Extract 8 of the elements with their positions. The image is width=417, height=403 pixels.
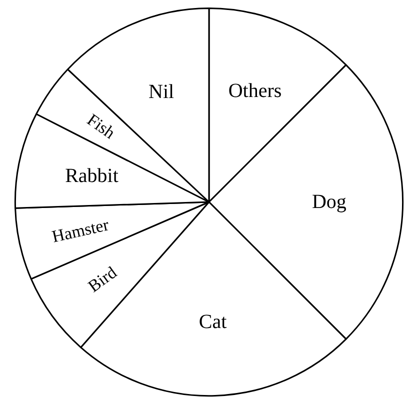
slice-label: Others <box>228 80 282 102</box>
slice-label: Nil <box>148 80 174 103</box>
slice-label: Cat <box>198 310 228 333</box>
slice-label: Dog <box>312 191 346 213</box>
slice-label: Fish <box>84 110 120 143</box>
slice-label: Bird <box>84 262 121 296</box>
slice-label: Rabbit <box>65 164 119 187</box>
slice-label: Hamster <box>50 215 111 246</box>
